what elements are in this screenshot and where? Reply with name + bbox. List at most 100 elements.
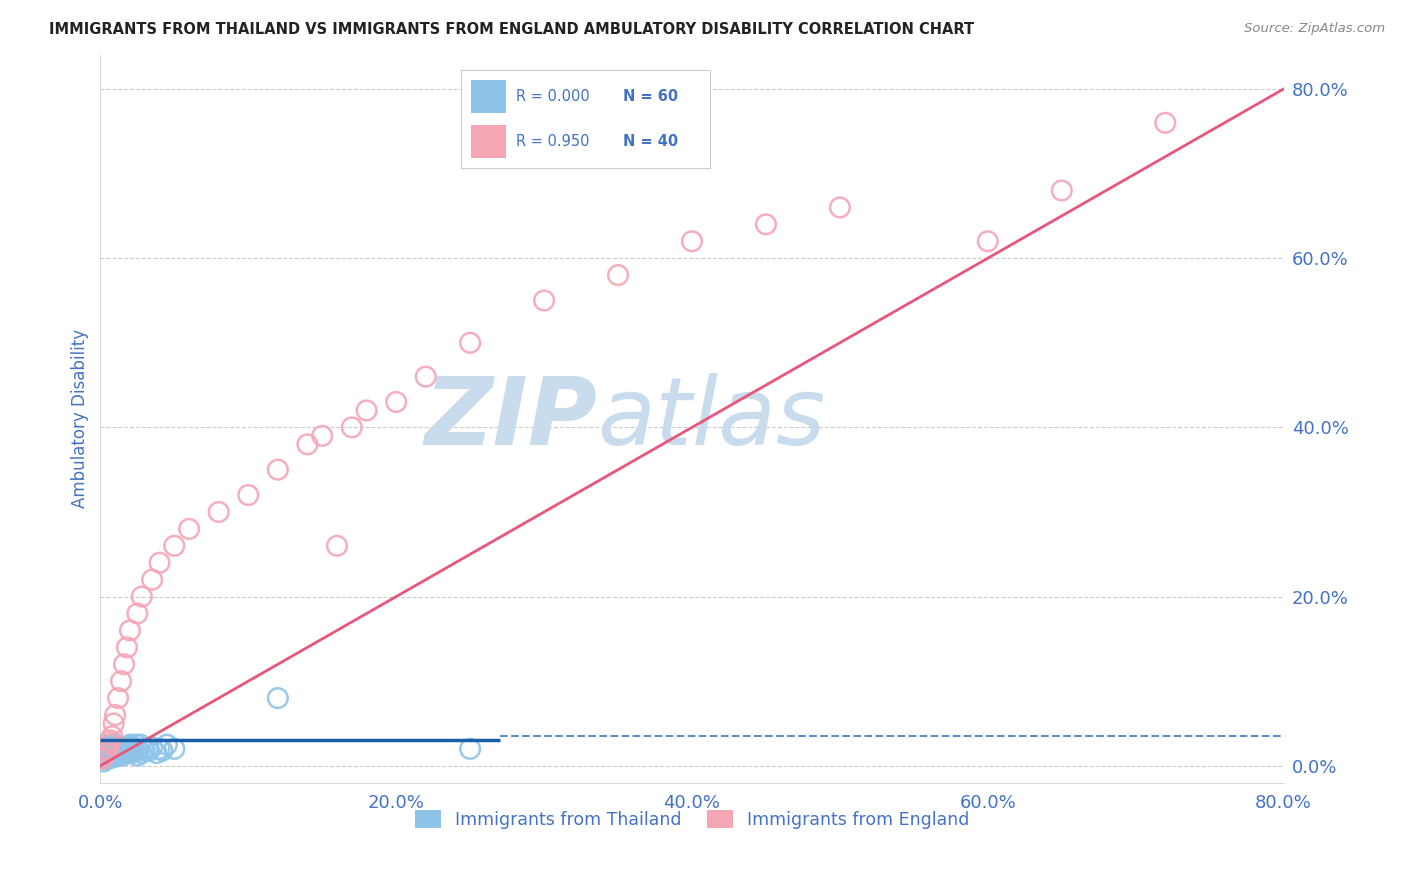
Point bbox=[458, 335, 481, 350]
Point bbox=[238, 488, 260, 502]
Point bbox=[136, 742, 159, 756]
Point bbox=[124, 743, 146, 757]
Point bbox=[94, 738, 117, 752]
Text: ZIP: ZIP bbox=[425, 373, 598, 465]
Point bbox=[681, 234, 703, 248]
Point bbox=[111, 748, 134, 763]
Point bbox=[96, 746, 118, 760]
Text: atlas: atlas bbox=[598, 374, 825, 465]
Point bbox=[94, 748, 117, 763]
Point bbox=[97, 742, 120, 756]
Text: Source: ZipAtlas.com: Source: ZipAtlas.com bbox=[1244, 22, 1385, 36]
Point bbox=[156, 738, 179, 752]
Point bbox=[98, 743, 121, 757]
Point bbox=[90, 743, 112, 757]
Point bbox=[311, 429, 333, 443]
Point bbox=[104, 746, 127, 760]
Point bbox=[97, 746, 120, 760]
Point bbox=[828, 201, 851, 215]
Point bbox=[977, 234, 1000, 248]
Point bbox=[148, 742, 170, 756]
Point bbox=[138, 743, 160, 757]
Point bbox=[110, 674, 132, 689]
Y-axis label: Ambulatory Disability: Ambulatory Disability bbox=[72, 329, 89, 508]
Point bbox=[117, 743, 139, 757]
Point bbox=[134, 743, 156, 757]
Point bbox=[103, 742, 125, 756]
Point bbox=[267, 463, 290, 477]
Point bbox=[141, 740, 163, 755]
Point bbox=[104, 708, 127, 723]
Point bbox=[177, 522, 200, 536]
Point bbox=[91, 755, 114, 769]
Point bbox=[115, 740, 138, 755]
Point bbox=[94, 746, 117, 760]
Point bbox=[122, 740, 145, 755]
Point bbox=[90, 748, 112, 763]
Point bbox=[118, 738, 141, 752]
Point bbox=[98, 738, 121, 752]
Point bbox=[103, 750, 125, 764]
Point bbox=[108, 746, 131, 760]
Point bbox=[105, 740, 128, 755]
Text: IMMIGRANTS FROM THAILAND VS IMMIGRANTS FROM ENGLAND AMBULATORY DISABILITY CORREL: IMMIGRANTS FROM THAILAND VS IMMIGRANTS F… bbox=[49, 22, 974, 37]
Point bbox=[415, 369, 437, 384]
Point bbox=[755, 218, 778, 232]
Point bbox=[96, 740, 118, 755]
Point bbox=[97, 740, 120, 755]
Point bbox=[297, 437, 319, 451]
Point bbox=[97, 752, 120, 766]
Point bbox=[1050, 184, 1073, 198]
Point bbox=[152, 743, 174, 757]
Point bbox=[100, 748, 122, 763]
Point bbox=[101, 746, 124, 760]
Point bbox=[208, 505, 231, 519]
Point bbox=[91, 750, 114, 764]
Point bbox=[129, 738, 152, 752]
Point bbox=[127, 742, 149, 756]
Point bbox=[115, 640, 138, 655]
Point bbox=[356, 403, 378, 417]
Point bbox=[385, 395, 408, 409]
Point bbox=[112, 657, 135, 672]
Point bbox=[107, 691, 129, 706]
Point bbox=[91, 746, 114, 760]
Point bbox=[94, 752, 117, 766]
Point bbox=[98, 750, 121, 764]
Point bbox=[114, 746, 136, 760]
Point bbox=[163, 539, 186, 553]
Point bbox=[94, 743, 117, 757]
Point bbox=[607, 268, 630, 282]
Point bbox=[101, 738, 124, 752]
Point bbox=[131, 590, 153, 604]
Point bbox=[145, 746, 167, 760]
Point bbox=[112, 743, 135, 757]
Point bbox=[100, 733, 122, 747]
Point bbox=[533, 293, 555, 308]
Point bbox=[105, 748, 128, 763]
Point bbox=[326, 539, 349, 553]
Point bbox=[98, 738, 121, 752]
Point bbox=[128, 743, 150, 757]
Point bbox=[127, 748, 149, 763]
Point bbox=[148, 556, 170, 570]
Point bbox=[118, 624, 141, 638]
Point bbox=[120, 746, 142, 760]
Point bbox=[131, 746, 153, 760]
Point bbox=[125, 738, 148, 752]
Point bbox=[163, 742, 186, 756]
Legend: Immigrants from Thailand, Immigrants from England: Immigrants from Thailand, Immigrants fro… bbox=[408, 803, 976, 836]
Point bbox=[100, 742, 122, 756]
Point bbox=[267, 691, 290, 706]
Point bbox=[141, 573, 163, 587]
Point bbox=[90, 752, 112, 766]
Point bbox=[107, 743, 129, 757]
Point bbox=[96, 750, 118, 764]
Point bbox=[91, 750, 114, 764]
Point bbox=[127, 607, 149, 621]
Point bbox=[458, 742, 481, 756]
Point bbox=[110, 740, 132, 755]
Point bbox=[91, 742, 114, 756]
Point bbox=[340, 420, 363, 434]
Point bbox=[96, 743, 118, 757]
